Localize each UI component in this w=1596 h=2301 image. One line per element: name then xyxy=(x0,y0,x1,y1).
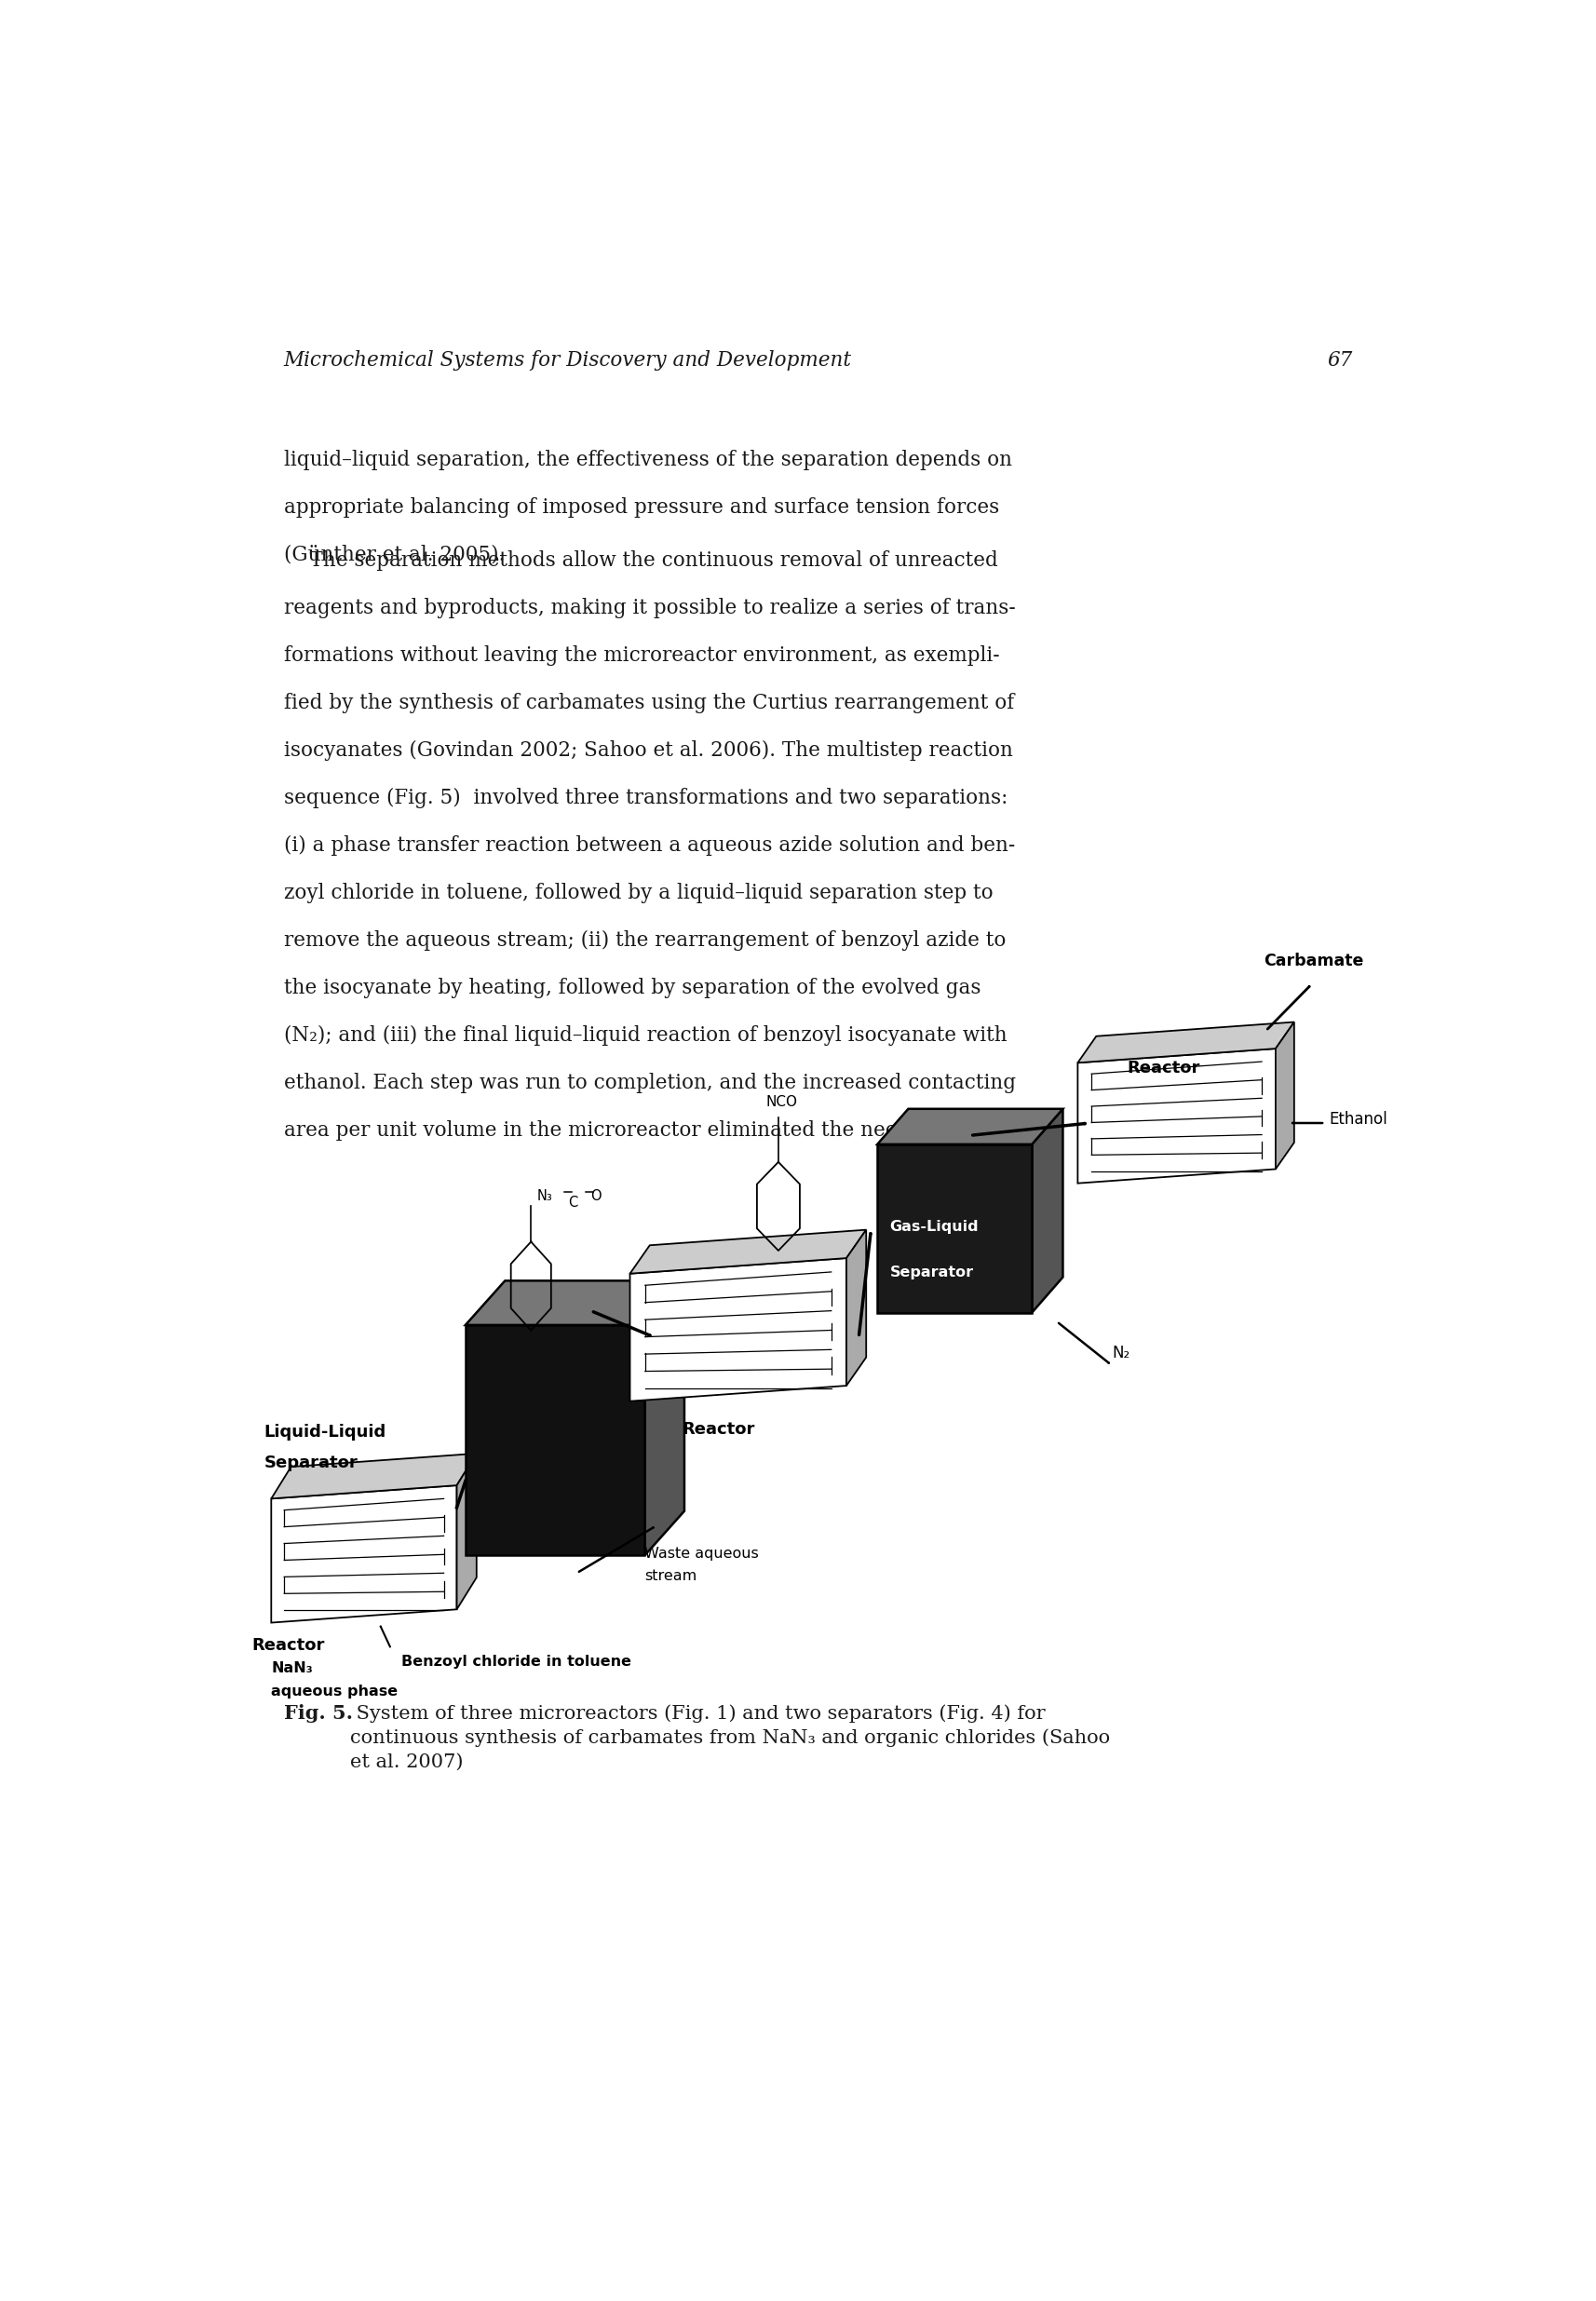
Text: sequence (Fig. 5)  involved three transformations and two separations:: sequence (Fig. 5) involved three transfo… xyxy=(284,789,1007,808)
Text: ethanol. Each step was run to completion, and the increased contacting: ethanol. Each step was run to completion… xyxy=(284,1072,1015,1093)
FancyBboxPatch shape xyxy=(466,1325,645,1555)
FancyBboxPatch shape xyxy=(878,1144,1033,1312)
Text: O: O xyxy=(591,1190,602,1203)
Text: Reactor: Reactor xyxy=(681,1420,755,1438)
Polygon shape xyxy=(1077,1049,1275,1183)
Text: Separator: Separator xyxy=(263,1454,358,1470)
Text: (i) a phase transfer reaction between a aqueous azide solution and ben-: (i) a phase transfer reaction between a … xyxy=(284,835,1015,856)
Text: Benzoyl chloride in toluene: Benzoyl chloride in toluene xyxy=(401,1654,630,1668)
Polygon shape xyxy=(1077,1022,1294,1063)
Polygon shape xyxy=(1033,1109,1063,1312)
Text: isocyanates (Govindan 2002; Sahoo et al. 2006). The multistep reaction: isocyanates (Govindan 2002; Sahoo et al.… xyxy=(284,741,1012,762)
Polygon shape xyxy=(645,1282,685,1555)
Text: Carbamate: Carbamate xyxy=(1264,953,1363,969)
Text: Reactor: Reactor xyxy=(252,1636,324,1654)
Text: Gas-Liquid: Gas-Liquid xyxy=(889,1220,978,1233)
Text: The separation methods allow the continuous removal of unreacted: The separation methods allow the continu… xyxy=(284,550,998,571)
Text: C: C xyxy=(568,1197,578,1210)
Text: Ethanol: Ethanol xyxy=(1329,1111,1387,1127)
Polygon shape xyxy=(630,1259,846,1401)
Text: zoyl chloride in toluene, followed by a liquid–liquid separation step to: zoyl chloride in toluene, followed by a … xyxy=(284,884,993,904)
Text: area per unit volume in the microreactor eliminated the need for any: area per unit volume in the microreactor… xyxy=(284,1121,988,1141)
Text: remove the aqueous stream; (ii) the rearrangement of benzoyl azide to: remove the aqueous stream; (ii) the rear… xyxy=(284,930,1005,950)
Polygon shape xyxy=(466,1282,685,1325)
Text: fied by the synthesis of carbamates using the Curtius rearrangement of: fied by the synthesis of carbamates usin… xyxy=(284,693,1013,713)
Text: (N₂); and (iii) the final liquid–liquid reaction of benzoyl isocyanate with: (N₂); and (iii) the final liquid–liquid … xyxy=(284,1026,1007,1047)
Polygon shape xyxy=(630,1229,867,1275)
Text: reagents and byproducts, making it possible to realize a series of trans-: reagents and byproducts, making it possi… xyxy=(284,598,1015,619)
Text: Liquid-Liquid: Liquid-Liquid xyxy=(263,1424,386,1440)
Text: appropriate balancing of imposed pressure and surface tension forces: appropriate balancing of imposed pressur… xyxy=(284,497,999,518)
Text: NCO: NCO xyxy=(766,1095,798,1109)
Text: Waste aqueous: Waste aqueous xyxy=(645,1546,760,1560)
Polygon shape xyxy=(878,1109,1063,1144)
Text: aqueous phase: aqueous phase xyxy=(271,1684,397,1698)
Text: NaN₃: NaN₃ xyxy=(271,1661,313,1675)
Text: Microchemical Systems for Discovery and Development: Microchemical Systems for Discovery and … xyxy=(284,350,852,370)
Text: liquid–liquid separation, the effectiveness of the separation depends on: liquid–liquid separation, the effectiven… xyxy=(284,449,1012,469)
Polygon shape xyxy=(456,1454,477,1608)
Polygon shape xyxy=(846,1229,867,1385)
Text: 67: 67 xyxy=(1326,350,1352,370)
Text: Fig. 5.: Fig. 5. xyxy=(284,1705,353,1723)
Polygon shape xyxy=(1275,1022,1294,1169)
Text: N₂: N₂ xyxy=(1112,1344,1130,1362)
Polygon shape xyxy=(271,1454,477,1498)
Text: Separator: Separator xyxy=(889,1266,974,1279)
Text: (Günther et al. 2005).: (Günther et al. 2005). xyxy=(284,545,504,566)
Text: Reactor: Reactor xyxy=(1127,1058,1200,1077)
Polygon shape xyxy=(271,1486,456,1622)
Text: System of three microreactors (Fig. 1) and two separators (Fig. 4) for
continuou: System of three microreactors (Fig. 1) a… xyxy=(351,1705,1111,1772)
Text: the isocyanate by heating, followed by separation of the evolved gas: the isocyanate by heating, followed by s… xyxy=(284,978,980,999)
Text: stream: stream xyxy=(645,1569,697,1583)
Text: formations without leaving the microreactor environment, as exempli-: formations without leaving the microreac… xyxy=(284,647,999,667)
Text: N₃: N₃ xyxy=(538,1190,552,1203)
